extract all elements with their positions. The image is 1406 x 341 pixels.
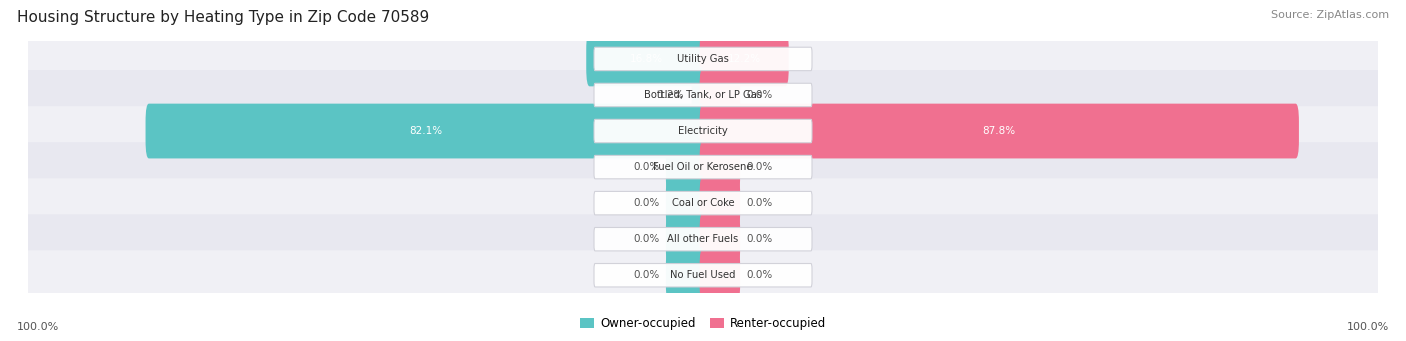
FancyBboxPatch shape [586, 32, 706, 86]
FancyBboxPatch shape [700, 104, 1299, 159]
Text: 87.8%: 87.8% [983, 126, 1015, 136]
Text: 0.0%: 0.0% [747, 90, 773, 100]
Text: 0.0%: 0.0% [633, 162, 659, 172]
Text: Fuel Oil or Kerosene: Fuel Oil or Kerosene [654, 162, 752, 172]
FancyBboxPatch shape [700, 32, 789, 86]
Text: 0.0%: 0.0% [747, 198, 773, 208]
FancyBboxPatch shape [27, 250, 1379, 300]
Text: 0.0%: 0.0% [747, 234, 773, 244]
Text: Housing Structure by Heating Type in Zip Code 70589: Housing Structure by Heating Type in Zip… [17, 10, 429, 25]
FancyBboxPatch shape [27, 70, 1379, 120]
FancyBboxPatch shape [700, 176, 740, 231]
FancyBboxPatch shape [700, 140, 740, 194]
Text: 0.0%: 0.0% [633, 198, 659, 208]
FancyBboxPatch shape [666, 248, 706, 302]
FancyBboxPatch shape [593, 264, 813, 287]
Text: 12.2%: 12.2% [728, 54, 761, 64]
FancyBboxPatch shape [27, 34, 1379, 84]
FancyBboxPatch shape [27, 178, 1379, 228]
Text: 16.8%: 16.8% [630, 54, 662, 64]
Text: Coal or Coke: Coal or Coke [672, 198, 734, 208]
Legend: Owner-occupied, Renter-occupied: Owner-occupied, Renter-occupied [575, 313, 831, 335]
FancyBboxPatch shape [593, 155, 813, 179]
FancyBboxPatch shape [666, 140, 706, 194]
Text: 82.1%: 82.1% [409, 126, 443, 136]
FancyBboxPatch shape [146, 104, 706, 159]
Text: No Fuel Used: No Fuel Used [671, 270, 735, 280]
Text: 1.2%: 1.2% [658, 90, 685, 100]
Text: All other Fuels: All other Fuels [668, 234, 738, 244]
Text: 100.0%: 100.0% [1347, 322, 1389, 332]
Text: 0.0%: 0.0% [633, 234, 659, 244]
FancyBboxPatch shape [593, 191, 813, 215]
FancyBboxPatch shape [692, 68, 706, 122]
FancyBboxPatch shape [593, 83, 813, 107]
Text: 100.0%: 100.0% [17, 322, 59, 332]
FancyBboxPatch shape [593, 47, 813, 71]
FancyBboxPatch shape [593, 119, 813, 143]
Text: Source: ZipAtlas.com: Source: ZipAtlas.com [1271, 10, 1389, 20]
Text: Utility Gas: Utility Gas [678, 54, 728, 64]
FancyBboxPatch shape [593, 227, 813, 251]
Text: 0.0%: 0.0% [633, 270, 659, 280]
FancyBboxPatch shape [666, 176, 706, 231]
FancyBboxPatch shape [666, 212, 706, 267]
FancyBboxPatch shape [27, 214, 1379, 264]
FancyBboxPatch shape [27, 142, 1379, 192]
Text: Electricity: Electricity [678, 126, 728, 136]
Text: 0.0%: 0.0% [747, 162, 773, 172]
Text: 0.0%: 0.0% [747, 270, 773, 280]
FancyBboxPatch shape [700, 248, 740, 302]
FancyBboxPatch shape [700, 68, 740, 122]
FancyBboxPatch shape [700, 212, 740, 267]
FancyBboxPatch shape [27, 106, 1379, 156]
Text: Bottled, Tank, or LP Gas: Bottled, Tank, or LP Gas [644, 90, 762, 100]
